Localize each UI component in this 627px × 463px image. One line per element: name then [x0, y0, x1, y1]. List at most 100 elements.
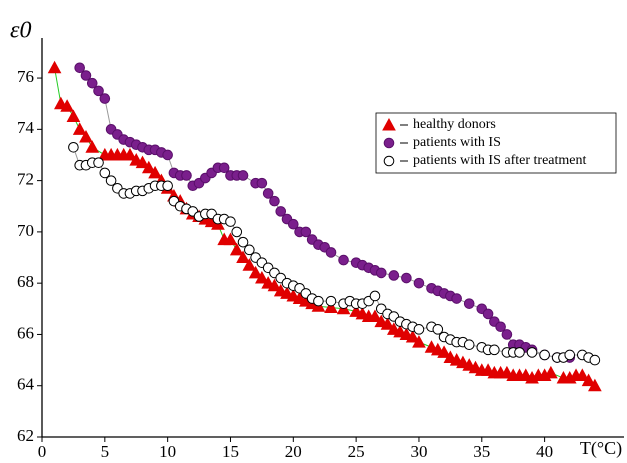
- x-tick-label: 15: [222, 442, 239, 461]
- x-tick-label: 0: [38, 442, 47, 461]
- y-tick-label: 70: [17, 221, 34, 240]
- marker: [338, 254, 349, 266]
- marker: [162, 149, 173, 161]
- x-tick-label: 20: [285, 442, 302, 461]
- marker: [325, 295, 337, 307]
- marker: [72, 122, 87, 135]
- marker: [255, 270, 269, 284]
- x-tick-label: 35: [473, 442, 490, 461]
- y-tick-label: 74: [17, 118, 35, 137]
- marker: [60, 99, 74, 112]
- marker: [451, 293, 462, 304]
- marker: [575, 368, 590, 381]
- marker: [514, 347, 525, 358]
- y-axis-label: ε0: [10, 18, 31, 44]
- marker: [412, 335, 426, 348]
- marker: [248, 265, 263, 279]
- marker: [80, 70, 92, 81]
- marker: [244, 244, 255, 256]
- marker: [437, 345, 451, 358]
- marker: [242, 258, 257, 271]
- marker: [225, 216, 236, 227]
- marker: [405, 329, 420, 343]
- marker: [47, 60, 62, 74]
- y-tick-label: 72: [17, 170, 34, 189]
- marker: [256, 177, 268, 189]
- x-tick-label: 30: [410, 442, 427, 461]
- marker: [383, 155, 395, 167]
- x-tick-label: 25: [348, 442, 365, 461]
- legend-label: healthy donors: [413, 117, 496, 132]
- marker: [93, 85, 104, 97]
- marker: [85, 140, 100, 153]
- marker: [93, 157, 104, 168]
- marker: [79, 129, 93, 143]
- marker: [68, 141, 79, 153]
- y-tick-label: 64: [17, 375, 35, 394]
- marker: [66, 109, 81, 123]
- marker: [229, 242, 244, 256]
- marker: [463, 339, 475, 351]
- marker: [388, 270, 400, 281]
- marker: [86, 77, 98, 89]
- marker: [237, 170, 249, 181]
- marker: [482, 308, 494, 320]
- marker: [236, 250, 250, 264]
- marker: [300, 226, 312, 238]
- marker: [581, 373, 596, 387]
- marker: [105, 175, 117, 186]
- marker: [463, 298, 475, 309]
- marker: [74, 62, 85, 74]
- marker: [589, 354, 601, 366]
- x-tick-label: 5: [101, 442, 110, 461]
- marker: [313, 295, 324, 307]
- marker: [380, 317, 395, 330]
- x-axis-label: T(°C): [580, 438, 622, 459]
- y-tick-label: 62: [17, 426, 34, 445]
- marker: [324, 300, 338, 314]
- marker: [148, 165, 162, 179]
- marker: [368, 309, 382, 322]
- marker: [413, 277, 425, 289]
- marker: [231, 226, 243, 238]
- marker: [495, 321, 506, 333]
- marker: [141, 160, 156, 174]
- y-tick-label: 66: [17, 323, 34, 342]
- marker: [375, 267, 387, 279]
- marker: [413, 324, 425, 335]
- marker: [544, 365, 558, 379]
- marker: [501, 329, 513, 340]
- marker: [135, 155, 150, 169]
- marker: [526, 347, 538, 358]
- marker: [588, 378, 602, 392]
- y-tick-label: 76: [17, 67, 34, 86]
- marker: [325, 247, 337, 258]
- marker: [162, 180, 173, 192]
- marker: [218, 162, 230, 174]
- y-tick-label: 68: [17, 272, 34, 291]
- legend-label: patients with IS after treatment: [413, 153, 586, 168]
- legend-box: [375, 112, 617, 174]
- legend-label: patients with IS: [413, 135, 501, 150]
- marker: [267, 278, 282, 292]
- marker: [369, 290, 381, 302]
- marker: [539, 349, 550, 361]
- marker: [275, 206, 287, 217]
- marker: [262, 188, 274, 199]
- marker: [432, 324, 444, 335]
- marker: [181, 170, 192, 181]
- marker: [401, 272, 412, 284]
- marker: [382, 117, 396, 131]
- marker: [99, 93, 111, 104]
- series-line: [79, 67, 570, 359]
- marker: [383, 137, 395, 149]
- x-tick-label: 40: [536, 442, 553, 461]
- x-tick-label: 10: [159, 442, 176, 461]
- marker: [99, 167, 111, 179]
- marker: [564, 349, 576, 361]
- marker: [489, 344, 500, 356]
- marker: [237, 236, 249, 248]
- marker: [123, 147, 137, 161]
- marker: [288, 218, 299, 230]
